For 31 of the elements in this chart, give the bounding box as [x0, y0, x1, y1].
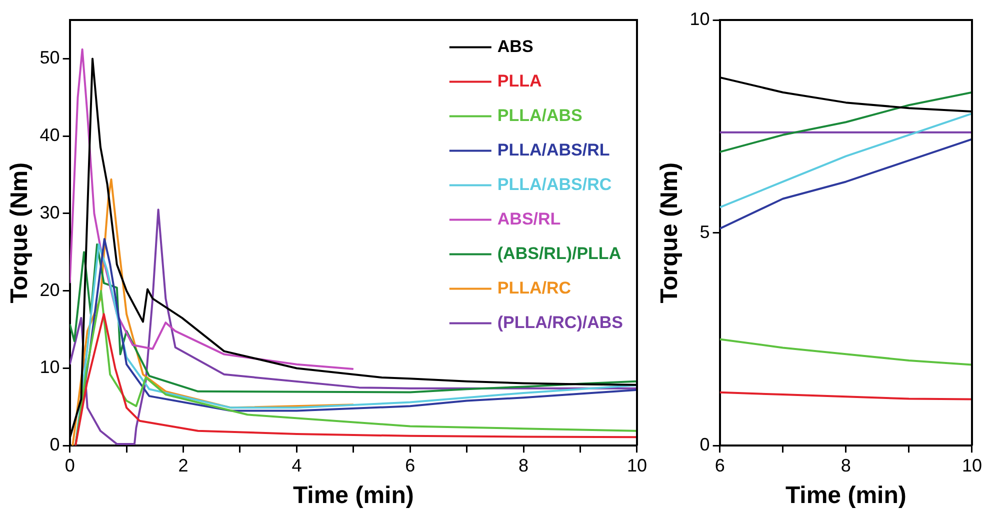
- y-axis-title: Torque (Nm): [656, 162, 684, 304]
- legend-label: ABS/RL: [497, 209, 561, 228]
- x-axis-title: Time (min): [785, 482, 906, 510]
- legend-label: PLLA: [497, 71, 542, 90]
- x-tick-label: 10: [626, 455, 648, 476]
- y-tick-label: 0: [50, 434, 60, 455]
- x-tick-label: 10: [962, 455, 982, 476]
- legend-label: ABS: [497, 36, 534, 56]
- legend-label: PLLA/RC: [497, 278, 572, 298]
- y-tick-label: 10: [40, 357, 60, 378]
- x-tick-label: 2: [178, 455, 188, 476]
- x-axis-title: Time (min): [292, 482, 414, 510]
- x-tick-label: 8: [840, 455, 851, 476]
- y-tick-label: 5: [700, 222, 710, 242]
- legend-label: PLLA/ABS/RL: [497, 140, 610, 160]
- x-tick-label: 4: [292, 455, 302, 476]
- y-tick-label: 20: [40, 280, 60, 300]
- x-tick-label: 8: [518, 455, 529, 476]
- y-tick-label: 0: [700, 434, 710, 455]
- y-tick-label: 30: [40, 202, 60, 222]
- legend-label: PLLA/ABS: [497, 106, 582, 125]
- y-tick-label: 40: [40, 125, 60, 146]
- legend-label: (ABS/RL)/PLLA: [497, 244, 622, 263]
- y-tick-label: 10: [690, 8, 710, 29]
- x-tick-label: 0: [64, 455, 75, 476]
- y-tick-label: 50: [40, 48, 60, 68]
- x-tick-label: 6: [714, 455, 725, 476]
- x-tick-label: 6: [405, 455, 416, 476]
- y-axis-title: Torque (Nm): [6, 162, 34, 304]
- legend-label: PLLA/ABS/RC: [497, 174, 612, 194]
- legend-label: (PLLA/RC)/ABS: [497, 312, 623, 332]
